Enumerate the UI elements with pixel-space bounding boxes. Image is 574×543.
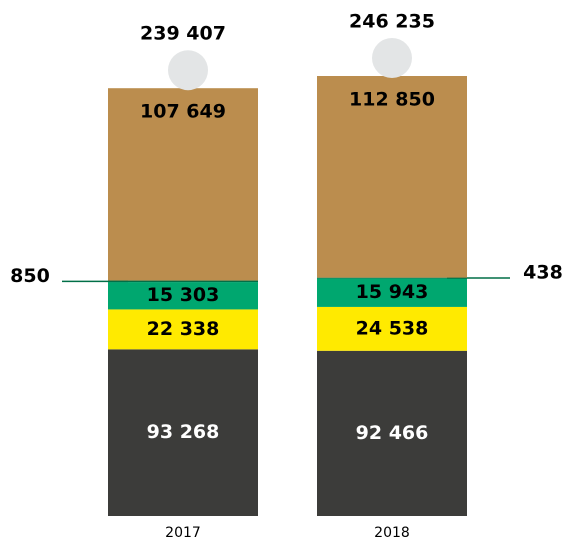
bar-segment — [108, 280, 258, 283]
bar-segment — [317, 76, 467, 278]
bar-segment — [108, 309, 258, 350]
bar-segment — [317, 277, 467, 279]
total-marker — [168, 50, 208, 91]
x-tick-label: 2018 — [374, 525, 410, 541]
bar-segment — [317, 350, 467, 516]
value-label: 850 — [10, 265, 50, 287]
x-tick-label: 2017 — [165, 525, 201, 541]
bar-segment — [108, 282, 258, 310]
bar-segment — [317, 278, 467, 307]
value-label: 15 943 — [356, 281, 429, 303]
value-label: 92 466 — [356, 422, 429, 444]
total-label: 246 235 — [349, 11, 435, 33]
value-label: 438 — [523, 262, 563, 284]
bar-segment — [108, 88, 258, 281]
value-label: 15 303 — [147, 284, 220, 306]
value-label: 24 538 — [356, 317, 429, 339]
total-marker — [372, 38, 412, 78]
value-label: 107 649 — [140, 101, 226, 123]
value-label: 112 850 — [349, 89, 435, 111]
total-label: 239 407 — [140, 23, 226, 45]
bar-segment — [317, 306, 467, 351]
value-label: 93 268 — [147, 421, 220, 443]
bar-segment — [108, 349, 258, 516]
value-label: 22 338 — [147, 318, 220, 340]
